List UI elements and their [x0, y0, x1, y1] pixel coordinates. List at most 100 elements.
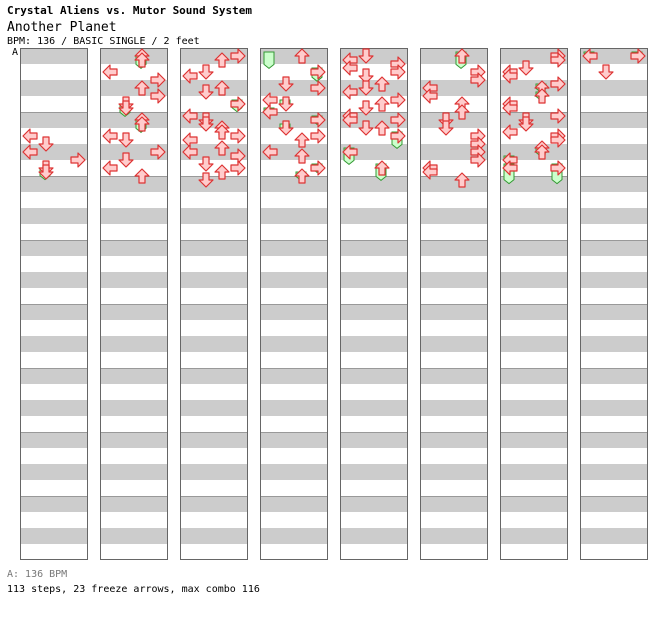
beat-stripe [100, 240, 168, 256]
beat-stripe [580, 272, 648, 288]
beat-stripe [500, 528, 568, 544]
beat-stripe [260, 368, 328, 384]
step-arrow-left [342, 144, 358, 160]
step-arrow-up [214, 164, 230, 180]
step-arrow-right [550, 76, 566, 92]
step-arrow-up [454, 104, 470, 120]
beat-stripe [20, 112, 88, 128]
beat-stripe [180, 304, 248, 320]
beat-stripe [340, 272, 408, 288]
beat-stripe [580, 112, 648, 128]
beat-stripe [260, 176, 328, 192]
step-arrow-down [358, 48, 374, 64]
beat-stripe [500, 336, 568, 352]
beat-stripe [20, 368, 88, 384]
step-arrow-up [214, 140, 230, 156]
beat-stripe [420, 464, 488, 480]
step-arrow-left [342, 112, 358, 128]
step-arrow-down [278, 76, 294, 92]
step-arrow-left [342, 60, 358, 76]
beat-stripe [100, 176, 168, 192]
beat-stripe [580, 496, 648, 512]
step-arrow-left [182, 144, 198, 160]
step-arrow-up [454, 48, 470, 64]
chart-meta: BPM: 136 / BASIC SINGLE / 2 feet [7, 36, 200, 47]
step-arrow-up [374, 76, 390, 92]
beat-stripe [180, 496, 248, 512]
beat-stripe [20, 336, 88, 352]
step-arrow-up [294, 132, 310, 148]
beat-stripe [420, 432, 488, 448]
step-arrow-up [374, 120, 390, 136]
beat-stripe [500, 432, 568, 448]
column-frame [20, 48, 88, 560]
chart-column [420, 48, 488, 560]
beat-stripe [180, 80, 248, 96]
step-arrow-down [358, 100, 374, 116]
chart-column [100, 48, 168, 560]
step-arrow-down [518, 116, 534, 132]
column-frame [420, 48, 488, 560]
step-arrow-right [470, 72, 486, 88]
beat-stripe [260, 400, 328, 416]
beat-stripe [580, 48, 648, 64]
column-frame [260, 48, 328, 560]
beat-stripe [340, 304, 408, 320]
step-arrow-right [230, 48, 246, 64]
beat-stripe [420, 304, 488, 320]
beat-stripe [340, 400, 408, 416]
step-arrow-right [310, 64, 326, 80]
beat-stripe [180, 400, 248, 416]
beat-stripe [340, 432, 408, 448]
beat-stripe [100, 48, 168, 64]
step-arrow-down [358, 120, 374, 136]
step-arrow-right [310, 80, 326, 96]
beat-stripe [260, 240, 328, 256]
step-arrow-down [38, 136, 54, 152]
chart-column [20, 48, 88, 560]
step-arrow-left [22, 128, 38, 144]
step-arrow-down [438, 120, 454, 136]
column-frame [580, 48, 648, 560]
step-arrow-left [182, 108, 198, 124]
beat-stripe [500, 208, 568, 224]
step-arrow-left [182, 68, 198, 84]
column-frame [500, 48, 568, 560]
beat-stripe [420, 80, 488, 96]
beat-stripe [20, 176, 88, 192]
beat-stripe [100, 368, 168, 384]
beat-stripe [420, 336, 488, 352]
beat-stripe [340, 496, 408, 512]
beat-stripe [100, 528, 168, 544]
beat-stripe [580, 336, 648, 352]
beat-stripe [100, 304, 168, 320]
beat-stripe [500, 496, 568, 512]
step-arrow-left [102, 64, 118, 80]
beat-stripe [20, 48, 88, 64]
step-arrow-up [294, 168, 310, 184]
beat-stripe [180, 48, 248, 64]
bpm-legend: A: 136 BPM [7, 569, 68, 580]
beat-stripe [580, 464, 648, 480]
step-arrow-left [342, 84, 358, 100]
beat-stripe [20, 496, 88, 512]
step-arrow-right [470, 152, 486, 168]
step-arrow-up [214, 80, 230, 96]
beat-stripe [420, 48, 488, 64]
beat-stripe [260, 272, 328, 288]
step-arrow-right [70, 152, 86, 168]
freeze-arrow [263, 51, 275, 70]
beat-stripe [260, 80, 328, 96]
beat-stripe [20, 80, 88, 96]
beat-stripe [420, 400, 488, 416]
beat-stripe [580, 304, 648, 320]
step-arrow-down [198, 156, 214, 172]
step-arrow-left [582, 48, 598, 64]
beat-stripe [100, 208, 168, 224]
beat-stripe [180, 272, 248, 288]
step-arrow-right [390, 112, 406, 128]
beat-stripe [260, 208, 328, 224]
step-arrow-up [454, 172, 470, 188]
step-arrow-down [278, 120, 294, 136]
step-arrow-right [630, 48, 646, 64]
